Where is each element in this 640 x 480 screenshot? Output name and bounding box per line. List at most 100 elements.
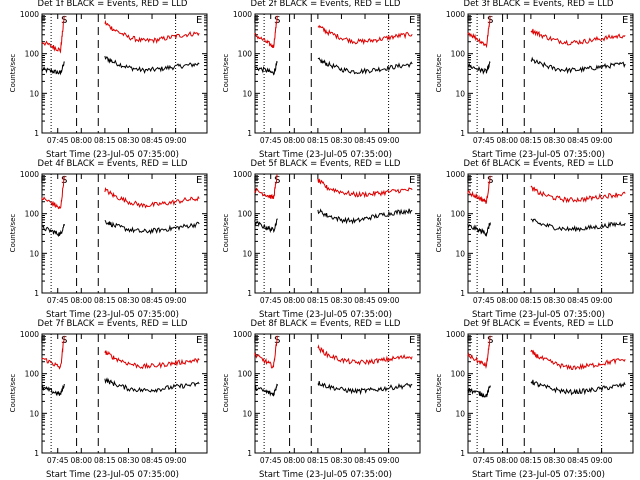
detector-panel: Det 1f BLACK = Events, RED = LLD Counts/s… (0, 0, 213, 160)
plot-area: 1 10 100 1000 07:45 08:00 08:15 08:30 08:45 09:00… (20, 170, 208, 305)
y-tick-label: 1 (34, 449, 39, 458)
event-marker-label: S (61, 175, 67, 186)
detector-panel: Det 2f BLACK = Events, RED = LLD Counts/s… (213, 0, 426, 160)
y-tick-label: 100 (238, 370, 253, 379)
series-line (104, 377, 200, 394)
x-tick-label: 08:00 (70, 136, 92, 145)
detector-panel: Det 7f BLACK = Events, RED = LLD Counts/s… (0, 319, 213, 480)
series-line (104, 219, 200, 235)
y-tick-label: 1000 (446, 330, 465, 339)
x-axis-label: Start Time (23-Jul-05 07:35:00) (472, 470, 605, 480)
x-tick-label: 08:15 (307, 296, 329, 305)
y-tick-label: 1 (247, 449, 252, 458)
plot-area: 1 10 100 1000 07:45 08:00 08:15 08:30 08:45 09:00… (233, 330, 421, 465)
x-tick-label: 08:15 (307, 136, 329, 145)
series-line (254, 218, 278, 234)
detector-panel: Det 5f BLACK = Events, RED = LLD Counts/s… (213, 159, 426, 320)
series-line (104, 187, 200, 209)
panel-title: Det 9f BLACK = Events, RED = LLD (463, 319, 614, 329)
detector-panel: Det 8f BLACK = Events, RED = LLD Counts/s… (213, 319, 426, 480)
plot-area: 1 10 100 1000 07:45 08:00 08:15 08:30 08:45 09:00… (20, 10, 208, 145)
y-tick-label: 1 (34, 289, 39, 298)
y-tick-label: 100 (25, 210, 40, 219)
series-line (41, 15, 65, 54)
axes-frame (467, 333, 634, 454)
x-axis-label: Start Time (23-Jul-05 07:35:00) (259, 310, 392, 320)
y-tick-label: 1 (460, 129, 465, 138)
event-marker-label: E (466, 15, 472, 26)
series-line (467, 222, 491, 238)
x-tick-label: 07:45 (473, 136, 495, 145)
x-tick-label: 07:45 (260, 136, 282, 145)
series-line (41, 61, 65, 76)
x-tick-label: 07:45 (47, 136, 69, 145)
series-line (530, 28, 626, 46)
x-tick-label: 08:30 (544, 136, 566, 145)
event-marker-label: E (409, 175, 415, 186)
event-marker-label: E (196, 175, 202, 186)
x-tick-label: 08:30 (118, 456, 140, 465)
x-tick-label: 08:45 (354, 136, 376, 145)
x-tick-label: 08:15 (94, 296, 116, 305)
series-line (254, 15, 278, 48)
y-tick-label: 1000 (233, 10, 252, 19)
axes-frame (467, 13, 634, 134)
x-tick-label: 08:30 (118, 296, 140, 305)
event-marker-label: E (622, 175, 628, 186)
axes-frame (254, 13, 421, 134)
x-tick-label: 09:00 (591, 456, 613, 465)
y-tick-label: 100 (238, 50, 253, 59)
x-axis-label: Start Time (23-Jul-05 07:35:00) (472, 310, 605, 320)
axes-frame (41, 13, 208, 134)
x-tick-label: 07:45 (47, 456, 69, 465)
x-tick-label: 08:00 (283, 296, 305, 305)
y-tick-label: 1 (460, 449, 465, 458)
x-tick-label: 08:15 (307, 456, 329, 465)
x-tick-label: 08:15 (94, 456, 116, 465)
x-tick-label: 08:00 (70, 296, 92, 305)
x-tick-label: 08:45 (567, 296, 589, 305)
x-tick-label: 09:00 (165, 456, 187, 465)
x-tick-label: 08:30 (544, 296, 566, 305)
x-tick-label: 08:45 (141, 456, 163, 465)
y-tick-label: 10 (242, 89, 252, 98)
x-tick-label: 08:45 (354, 296, 376, 305)
x-tick-label: 07:45 (473, 456, 495, 465)
series-line (254, 61, 278, 76)
series-line (467, 15, 491, 49)
plot-area: 1 10 100 1000 07:45 08:00 08:15 08:30 08:45 09:00… (446, 170, 634, 305)
series-line (104, 55, 200, 75)
detector-panel: Det 6f BLACK = Events, RED = LLD Counts/s… (426, 159, 639, 320)
x-tick-label: 09:00 (591, 136, 613, 145)
x-tick-label: 08:45 (141, 136, 163, 145)
plot-area: 1 10 100 1000 07:45 08:00 08:15 08:30 08:45 09:00… (446, 330, 634, 465)
y-tick-label: 10 (455, 409, 465, 418)
series-line (530, 56, 626, 75)
panel-title: Det 8f BLACK = Events, RED = LLD (250, 319, 401, 329)
y-tick-label: 1000 (446, 170, 465, 179)
series-line (467, 175, 491, 204)
x-tick-label: 08:00 (70, 456, 92, 465)
x-tick-label: 08:30 (331, 136, 353, 145)
event-marker-label: E (409, 15, 415, 26)
series-line (317, 178, 413, 199)
x-tick-label: 09:00 (378, 456, 400, 465)
x-tick-label: 08:45 (141, 296, 163, 305)
y-tick-label: 1000 (233, 170, 252, 179)
panel-title: Det 6f BLACK = Events, RED = LLD (463, 159, 614, 169)
y-tick-label: 1 (460, 289, 465, 298)
plot-area: 1 10 100 1000 07:45 08:00 08:15 08:30 08:45 09:00… (233, 10, 421, 145)
x-tick-label: 09:00 (165, 296, 187, 305)
series-line (41, 223, 65, 238)
x-axis-label: Start Time (23-Jul-05 07:35:00) (46, 150, 179, 160)
x-tick-label: 08:15 (520, 136, 542, 145)
y-tick-label: 1000 (20, 330, 39, 339)
series-line (41, 383, 65, 397)
y-tick-label: 1000 (20, 170, 39, 179)
axes-frame (41, 173, 208, 294)
panel-title: Det 5f BLACK = Events, RED = LLD (250, 159, 401, 169)
event-marker-label: E (253, 175, 259, 186)
plot-area: 1 10 100 1000 07:45 08:00 08:15 08:30 08:45 09:00… (446, 10, 634, 145)
event-marker-label: E (196, 335, 202, 346)
x-tick-label: 07:45 (260, 296, 282, 305)
